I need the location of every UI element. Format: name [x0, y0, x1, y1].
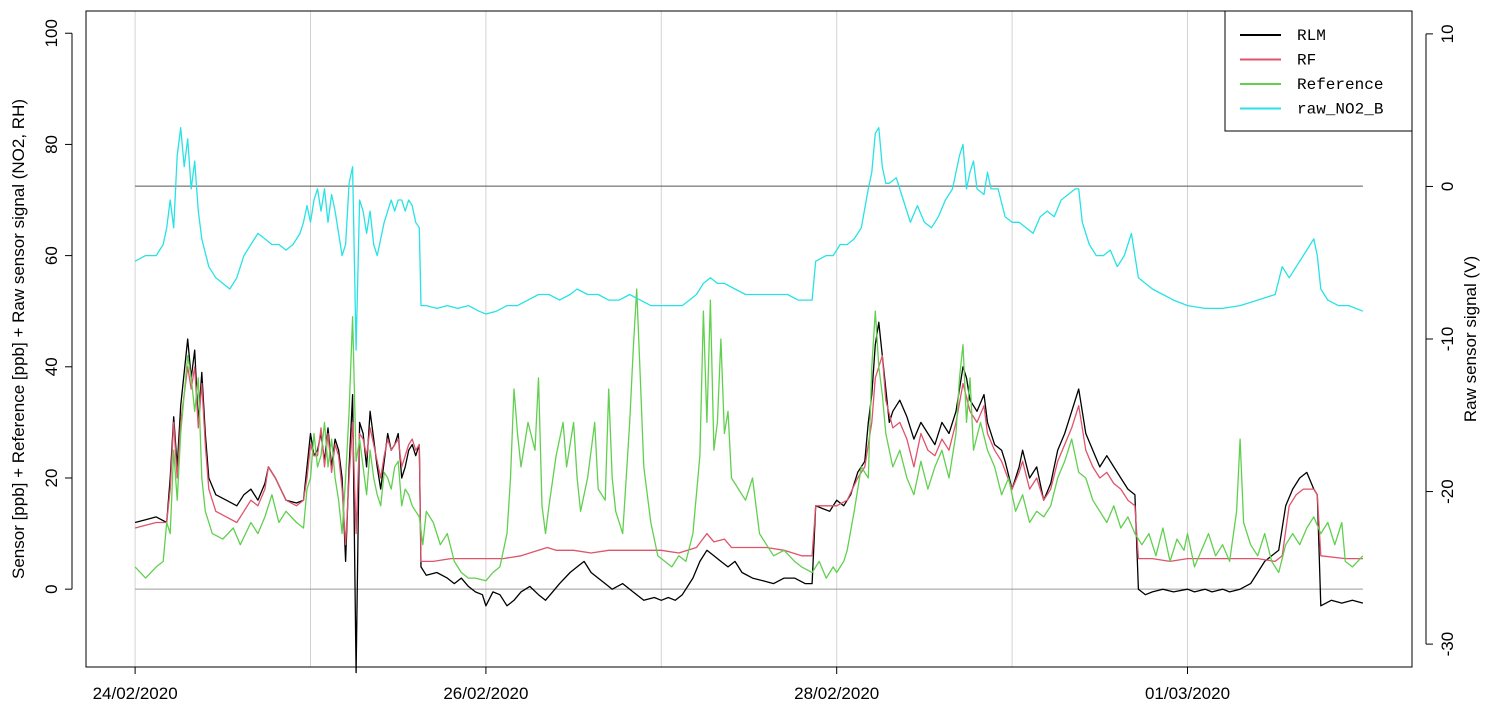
legend-box [1224, 10, 1413, 132]
y-axis-title-right: Raw sensor signal (V) [1461, 256, 1480, 422]
series-line-rf [134, 355, 1363, 563]
x-tick-label: 01/03/2020 [1145, 684, 1230, 703]
y-tick-label-left: 40 [42, 357, 61, 376]
x-tick-label: 28/02/2020 [794, 684, 879, 703]
y-tick-label-left: 60 [42, 246, 61, 265]
series-line-reference [134, 288, 1364, 582]
y-tick-label-right: 0 [1438, 182, 1457, 191]
y-tick-label-left: 0 [42, 584, 61, 593]
series-line-rlm [134, 321, 1364, 674]
x-axis: 24/02/2020 26/02/2020 28/02/2020 01/03/2020 [93, 666, 1230, 703]
legend-label: RF [1297, 52, 1316, 70]
y-tick-label-right: -10 [1438, 327, 1457, 352]
legend: RLM RF Reference raw_NO2_B [1224, 10, 1413, 132]
right-y-axis: -30 -20 -10 0 10 [1425, 24, 1457, 657]
legend-label: RLM [1297, 27, 1326, 45]
x-tick-label: 24/02/2020 [93, 684, 178, 703]
x-tick-label: 26/02/2020 [443, 684, 528, 703]
series-line-raw-no2-b [134, 127, 1364, 351]
legend-label: Reference [1297, 76, 1383, 94]
grid-lines [134, 11, 1188, 667]
plot-frame [85, 10, 1413, 668]
y-tick-label-left: 80 [42, 135, 61, 154]
horizontal-reference-lines [135, 185, 1363, 590]
y-axis-title-left: Sensor [ppb] + Reference [ppb] + Raw sen… [9, 99, 28, 579]
left-y-axis: 0 20 40 60 80 100 [42, 19, 73, 594]
y-tick-label-left: 100 [42, 19, 61, 47]
y-tick-label-right: -20 [1438, 479, 1457, 504]
legend-label: raw_NO2_B [1297, 101, 1383, 119]
y-tick-label-right: -30 [1438, 632, 1457, 657]
y-tick-label-right: 10 [1438, 24, 1457, 43]
series-lines [134, 127, 1364, 674]
y-tick-label-left: 20 [42, 469, 61, 488]
